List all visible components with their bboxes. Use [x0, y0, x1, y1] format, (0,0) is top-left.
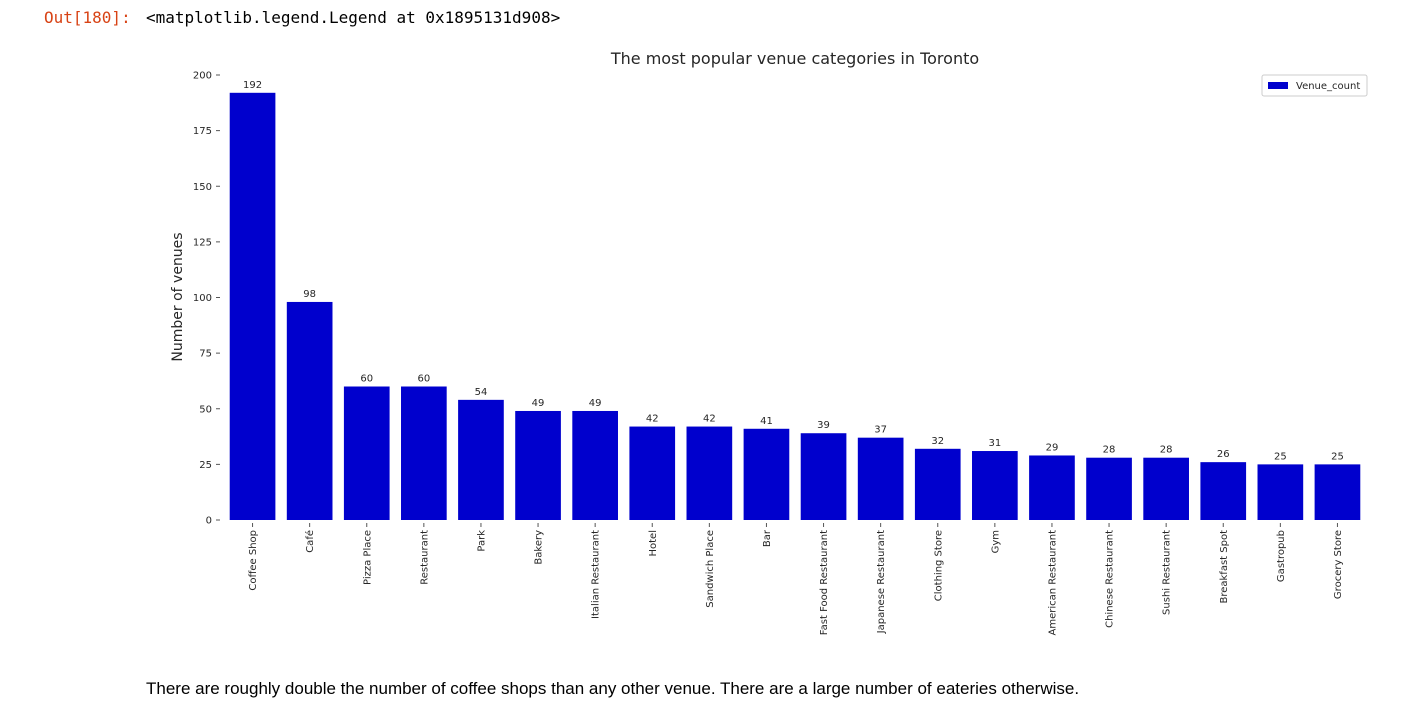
bar	[229, 92, 276, 521]
bar	[972, 451, 1018, 520]
bar-chart: The most popular venue categories in Tor…	[170, 49, 1368, 636]
x-tick-label: Chinese Restaurant	[1105, 530, 1116, 628]
bar-value-label: 42	[703, 414, 716, 425]
x-tick-label: Café	[304, 530, 316, 553]
x-tick-label: Japanese Restaurant	[876, 530, 887, 634]
output-text: <matplotlib.legend.Legend at 0x1895131d9…	[146, 8, 561, 27]
bar-value-label: 49	[589, 398, 602, 409]
bar	[286, 301, 333, 520]
legend-swatch	[1268, 82, 1288, 89]
bar-value-label: 42	[646, 414, 659, 425]
bar	[515, 410, 561, 520]
x-tick-label: Sandwich Place	[705, 530, 716, 608]
x-tick-label: Gym	[990, 530, 1001, 553]
legend: Venue_count	[1261, 74, 1368, 97]
bar-value-label: 37	[874, 425, 887, 436]
bar	[1257, 464, 1304, 520]
legend-label: Venue_count	[1296, 81, 1360, 92]
x-tick-label: Gastropub	[1276, 530, 1287, 582]
bar	[458, 399, 504, 520]
x-axis: Coffee Shop Café Pizza Place Restaurant Park…	[248, 523, 1344, 636]
bar-value-label: 29	[1046, 442, 1059, 453]
bars	[229, 92, 1361, 521]
y-tick-label: 175	[193, 126, 212, 137]
bar	[343, 386, 390, 520]
bar	[1086, 457, 1132, 520]
x-tick-label: Bar	[762, 529, 773, 547]
x-tick-label: Breakfast Spot	[1219, 530, 1230, 604]
y-tick-label: 0	[206, 516, 212, 527]
y-tick-label: 100	[193, 293, 212, 304]
bar	[1029, 455, 1075, 520]
x-tick-label: Italian Restaurant	[591, 530, 602, 619]
y-tick-label: 150	[193, 182, 212, 193]
bar-value-label: 54	[475, 387, 488, 398]
y-axis-label: Number of venues	[170, 232, 186, 361]
markdown-note: There are roughly double the number of c…	[146, 679, 1080, 698]
bar-value-label: 32	[931, 436, 944, 447]
x-tick-label: American Restaurant	[1047, 530, 1058, 636]
y-tick-label: 25	[199, 460, 212, 471]
output-prompt: Out[180]:	[44, 8, 131, 27]
bar	[572, 410, 618, 520]
y-tick-label: 75	[199, 349, 212, 360]
bar-value-label: 31	[988, 438, 1001, 449]
chart-title: The most popular venue categories in Tor…	[610, 49, 979, 68]
x-tick-label: Coffee Shop	[248, 530, 259, 591]
bar	[800, 433, 847, 520]
bar-value-label: 39	[817, 420, 830, 431]
y-tick-label: 125	[193, 237, 212, 248]
bar-value-label: 60	[360, 374, 373, 385]
bar	[1200, 462, 1247, 520]
bar-data-labels: 192 98 60 60 54 49 49 42 42 41 39 37 32 31 29 28 28 26 25 2…	[243, 80, 1344, 463]
bar-value-label: 25	[1331, 451, 1344, 462]
y-axis: 0 25 50 75 100 125 150 175 200	[193, 71, 220, 527]
x-tick-label: Grocery Store	[1333, 530, 1344, 599]
bar-value-label: 41	[760, 416, 773, 427]
x-tick-label: Sushi Restaurant	[1162, 530, 1173, 615]
y-tick-label: 50	[199, 404, 212, 415]
bar-value-label: 28	[1160, 445, 1173, 456]
bar-value-label: 28	[1103, 445, 1116, 456]
y-tick-label: 200	[193, 71, 212, 82]
x-tick-label: Clothing Store	[933, 530, 944, 601]
bar-value-label: 26	[1217, 449, 1230, 460]
bar-value-label: 98	[303, 289, 316, 300]
bar-value-label: 60	[417, 374, 430, 385]
bar	[1143, 457, 1189, 520]
x-tick-label: Hotel	[648, 530, 659, 557]
bar	[743, 428, 790, 520]
bar-value-label: 25	[1274, 451, 1287, 462]
bar-value-label: 49	[532, 398, 545, 409]
bar-value-label: 192	[243, 80, 262, 91]
bar	[686, 426, 733, 520]
x-tick-label: Park	[476, 530, 487, 552]
bar	[1314, 464, 1361, 520]
bar	[629, 426, 676, 520]
x-tick-label: Fast Food Restaurant	[819, 530, 830, 635]
bar	[914, 448, 961, 520]
legend-frame	[1261, 74, 1368, 97]
x-tick-label: Pizza Place	[362, 530, 373, 585]
bar	[401, 386, 447, 520]
x-tick-label: Restaurant	[419, 530, 430, 585]
bar	[857, 437, 904, 520]
x-tick-label: Bakery	[534, 530, 545, 565]
